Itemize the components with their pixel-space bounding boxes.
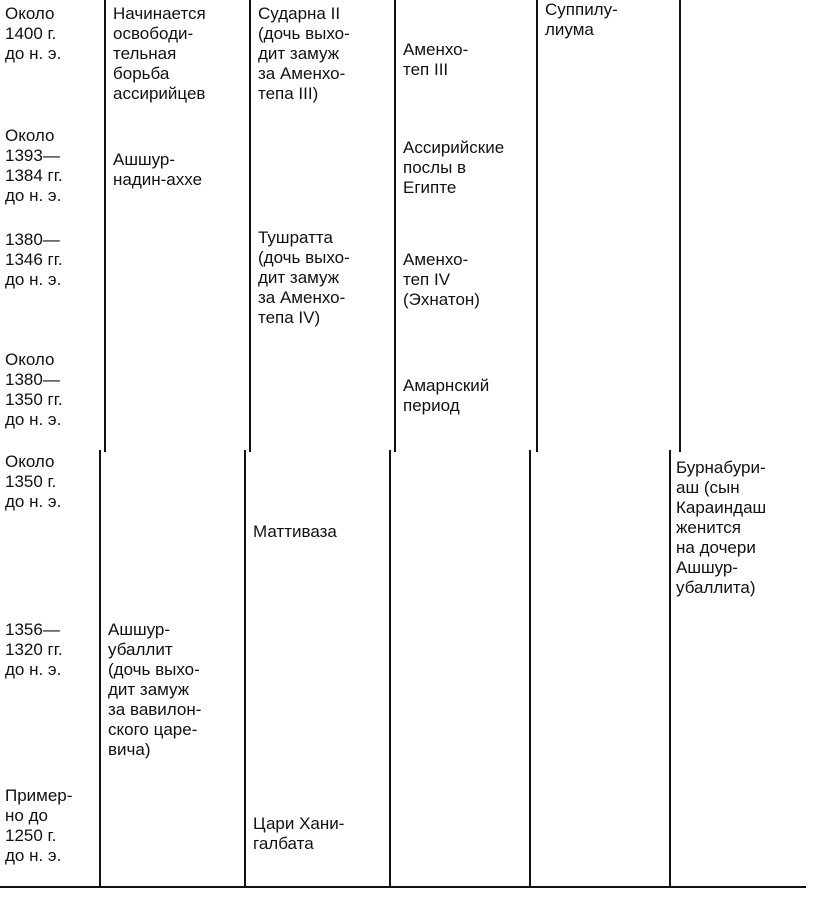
table-cell: Цари Хани- галбата [253, 814, 345, 853]
column-rule [104, 0, 106, 452]
table-cell: Начинается освободи- тельная борьба асси… [113, 4, 206, 103]
table-cell: Сударна II (дочь выхо- дит замуж за Амен… [258, 4, 350, 103]
bottom-rule [0, 886, 806, 888]
date-cell: Около 1400 г. до н. э. [5, 4, 62, 63]
table-cell: Аменхо- теп IV (Эхнатон) [403, 250, 480, 309]
date-cell: Около 1393— 1384 гг. до н. э. [5, 126, 63, 205]
table-cell: Ашшур- убаллит (дочь выхо- дит замуж за … [108, 620, 202, 759]
table-cell: Аменхо- теп III [403, 40, 469, 79]
column-rule [529, 450, 531, 886]
column-rule [679, 0, 681, 452]
table-cell: Тушратта (дочь выхо- дит замуж за Аменхо… [258, 228, 350, 327]
column-rule [244, 450, 246, 886]
table-cell: Суппилу- лиума [545, 0, 618, 39]
date-cell: Пример- но до 1250 г. до н. э. [5, 786, 73, 865]
column-rule [394, 0, 396, 452]
table-cell: Маттиваза [253, 522, 337, 541]
date-cell: 1380— 1346 гг. до н. э. [5, 230, 63, 289]
column-rule [99, 450, 101, 886]
date-cell: Около 1350 г. до н. э. [5, 452, 62, 511]
table-cell: Амарнский период [403, 376, 490, 415]
date-cell: 1356— 1320 гг. до н. э. [5, 620, 63, 679]
column-rule [249, 0, 251, 452]
column-rule [536, 0, 538, 452]
table-cell: Ассирийские послы в Египте [403, 138, 505, 197]
column-rule [669, 450, 671, 886]
column-rule [389, 450, 391, 886]
table-cell: Бурнабури- аш (сын Караиндаш женится на … [676, 458, 767, 597]
date-cell: Около 1380— 1350 гг. до н. э. [5, 350, 63, 429]
table-cell: Ашшур- надин-аххе [113, 150, 203, 189]
